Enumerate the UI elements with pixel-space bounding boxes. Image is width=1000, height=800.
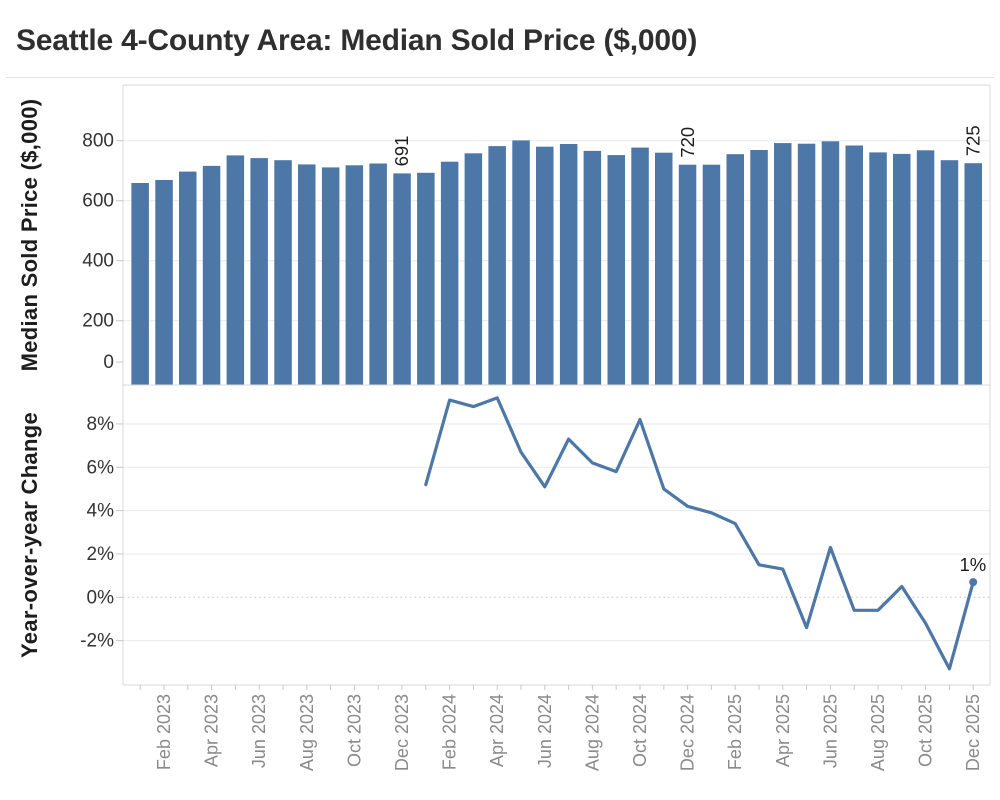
x-tick-label: Feb 2024	[440, 694, 460, 770]
chart-title: Seattle 4-County Area: Median Sold Price…	[16, 24, 698, 57]
bar-may-2024[interactable]	[512, 140, 530, 385]
data-label-720: 720	[677, 127, 698, 158]
bar-aug-2023[interactable]	[298, 164, 316, 385]
bar-dec-2023[interactable]	[393, 173, 411, 385]
bar-jun-2024[interactable]	[536, 146, 554, 385]
data-label-725: 725	[962, 125, 983, 156]
x-tick-label: Aug 2023	[297, 694, 317, 771]
y-tick-label: 200	[82, 311, 114, 332]
x-tick-label: Dec 2023	[392, 694, 412, 771]
y-tick-label: 2%	[87, 544, 115, 565]
bar-feb-2023[interactable]	[155, 180, 173, 385]
x-tick-label: Dec 2025	[963, 694, 983, 771]
x-tick-label: Apr 2025	[773, 694, 793, 767]
bar-nov-2023[interactable]	[369, 163, 387, 386]
x-tick-label: Jun 2025	[820, 694, 840, 768]
bar-jul-2023[interactable]	[274, 160, 292, 385]
bar-nov-2025[interactable]	[940, 160, 959, 385]
yoy-end-marker[interactable]	[969, 578, 978, 587]
x-tick-label: Jun 2024	[535, 694, 555, 768]
data-label-1%: 1%	[959, 554, 986, 575]
x-tick-label: Jun 2023	[249, 694, 269, 768]
y-axis-title-yoy: Year-over-year Change	[17, 412, 42, 658]
y-axis-title-price: Median Sold Price ($,000)	[17, 99, 42, 372]
bar-apr-2023[interactable]	[202, 165, 221, 385]
bar-apr-2025[interactable]	[774, 143, 792, 385]
y-tick-label: 800	[82, 131, 114, 152]
x-tick-label: Apr 2024	[487, 694, 507, 767]
x-tick-label: Dec 2024	[678, 694, 698, 771]
data-label-691: 691	[391, 136, 412, 167]
bar-feb-2024[interactable]	[440, 161, 459, 385]
bar-jul-2025[interactable]	[845, 145, 864, 386]
y-tick-label: 400	[82, 251, 114, 272]
bar-oct-2024[interactable]	[631, 147, 649, 385]
bar-jan-2024[interactable]	[417, 172, 435, 385]
y-tick-label: 600	[82, 191, 114, 212]
x-tick-label: Feb 2025	[725, 694, 745, 770]
bar-dec-2025[interactable]	[964, 163, 983, 385]
bar-nov-2024[interactable]	[655, 152, 673, 385]
bar-feb-2025[interactable]	[726, 154, 745, 385]
bar-sep-2025[interactable]	[893, 153, 911, 385]
bar-jan-2023[interactable]	[131, 183, 149, 385]
bar-jan-2025[interactable]	[702, 164, 721, 385]
bar-mar-2025[interactable]	[750, 150, 768, 385]
chart-marks: 800 600 400 200 0 8% 6% 4% 2% 0% -2% Feb 2023 Apr 20…	[80, 84, 991, 771]
x-tick-label: Oct 2023	[344, 694, 364, 767]
x-tick-label: Aug 2025	[868, 694, 888, 771]
bar-jun-2023[interactable]	[250, 158, 268, 385]
y-tick-label: 6%	[87, 457, 115, 478]
y-tick-label: 0%	[87, 587, 115, 608]
bar-aug-2025[interactable]	[869, 152, 887, 385]
bar-jun-2025[interactable]	[821, 141, 840, 385]
bar-oct-2025[interactable]	[916, 150, 935, 385]
y-tick-label: 0	[103, 352, 114, 373]
bar-may-2025[interactable]	[797, 143, 816, 385]
bar-sep-2024[interactable]	[607, 155, 626, 385]
x-tick-label: Apr 2023	[202, 694, 222, 767]
bar-mar-2024[interactable]	[464, 153, 483, 385]
bar-sep-2023[interactable]	[321, 167, 340, 385]
x-tick-label: Aug 2024	[582, 694, 602, 771]
bar-oct-2023[interactable]	[345, 165, 364, 385]
bar-may-2023[interactable]	[226, 155, 245, 385]
y-tick-label: 8%	[87, 414, 115, 435]
bar-jul-2024[interactable]	[559, 144, 578, 385]
bar-dec-2024[interactable]	[678, 164, 697, 385]
title-divider	[6, 77, 994, 78]
x-tick-label: Oct 2024	[630, 694, 650, 767]
x-tick-label: Oct 2025	[916, 694, 936, 767]
bar-aug-2024[interactable]	[583, 150, 602, 385]
bar-mar-2023[interactable]	[179, 171, 197, 385]
yoy-line[interactable]	[424, 396, 975, 671]
x-tick-label: Feb 2023	[154, 694, 174, 770]
y-tick-label: -2%	[80, 631, 114, 652]
bar-apr-2024[interactable]	[488, 146, 506, 385]
y-tick-label: 4%	[87, 501, 115, 522]
